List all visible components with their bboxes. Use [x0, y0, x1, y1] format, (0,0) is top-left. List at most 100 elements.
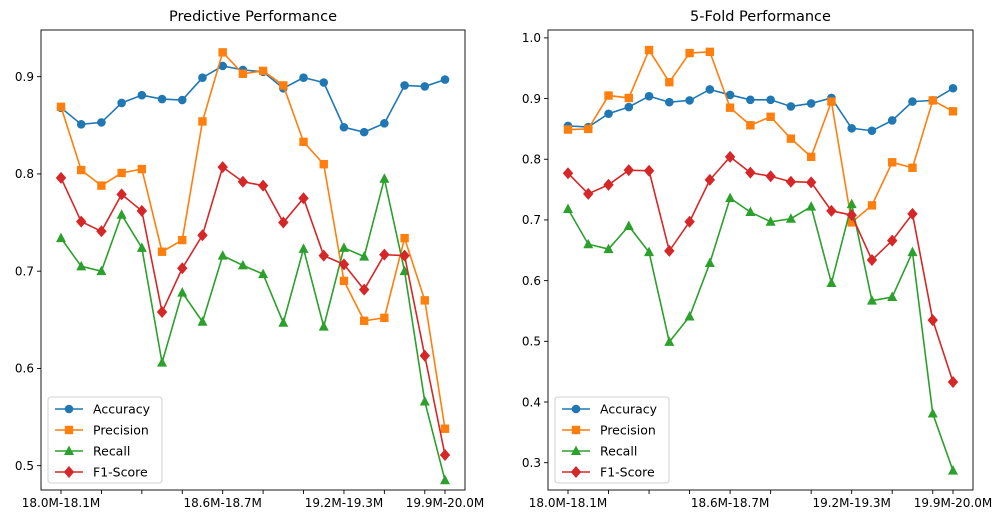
chart2-legend-marker-f1-score — [570, 466, 582, 478]
chart2-legend-label-recall: Recall — [600, 444, 637, 459]
chart2-point-precision-7 — [705, 47, 715, 57]
chart2-point-recall-18 — [927, 408, 938, 418]
chart1-point-precision-13 — [319, 160, 328, 169]
chart1-legend-marker-precision — [64, 425, 74, 435]
chart1-point-recall-5 — [157, 357, 168, 367]
chart1-point-precision-3 — [117, 168, 126, 178]
chart2-point-recall-15 — [866, 295, 877, 305]
chart2-ytick-label-6: 0.9 — [522, 92, 541, 106]
chart2-point-recall-12 — [806, 201, 817, 211]
chart1-point-f1-score-7 — [197, 229, 208, 242]
chart1-line-f1-score — [60, 165, 446, 456]
chart1-ytick-label-2: 0.7 — [15, 264, 34, 278]
chart2-point-accuracy-4 — [644, 91, 654, 101]
chart1-point-precision-8 — [218, 48, 227, 57]
chart2-point-precision-9 — [746, 121, 755, 130]
chart1-point-precision-5 — [157, 247, 167, 256]
chart2-point-precision-13 — [827, 97, 836, 106]
chart1-point-f1-score-1 — [76, 215, 87, 228]
chart2-legend-marker-precision — [571, 425, 581, 435]
chart1-point-accuracy-2 — [97, 118, 106, 127]
chart2-point-f1-score-4 — [643, 164, 655, 177]
chart2-point-accuracy-19 — [948, 83, 958, 93]
chart1-point-f1-score-12 — [298, 192, 309, 205]
chart1-point-recall-17 — [399, 265, 410, 276]
chart1-point-precision-4 — [137, 164, 147, 174]
chart2-point-precision-17 — [908, 163, 917, 172]
chart1-point-f1-score-6 — [177, 262, 188, 275]
chart1-point-precision-1 — [77, 165, 86, 175]
chart1-point-recall-13 — [318, 321, 329, 331]
chart2-point-precision-16 — [888, 158, 897, 167]
chart2-point-accuracy-10 — [766, 95, 775, 105]
chart2-point-f1-score-12 — [805, 176, 817, 189]
chart2-point-accuracy-3 — [624, 102, 634, 112]
chart2-point-recall-4 — [644, 246, 655, 257]
chart2-point-precision-2 — [604, 91, 613, 100]
chart1-point-recall-14 — [338, 242, 349, 252]
chart2-ytick-label-3: 0.6 — [522, 274, 541, 288]
chart1-point-recall-6 — [177, 287, 188, 297]
chart1-line-recall — [60, 178, 446, 481]
chart1-point-f1-score-19 — [439, 448, 451, 461]
chart1-point-recall-8 — [217, 250, 228, 260]
chart1-ytick-label-0: 0.5 — [15, 459, 34, 473]
chart2-point-precision-1 — [584, 124, 593, 134]
chart1-point-f1-score-2 — [96, 225, 107, 238]
chart2-point-f1-score-3 — [623, 164, 634, 177]
chart2-ytick-label-4: 0.7 — [522, 213, 541, 227]
chart2-point-recall-6 — [684, 310, 695, 321]
chart2-point-f1-score-7 — [704, 173, 716, 186]
chart1-point-recall-1 — [76, 260, 87, 271]
chart1-series-f1-score — [55, 161, 451, 461]
chart2-point-recall-17 — [907, 246, 918, 257]
chart2-point-accuracy-5 — [665, 97, 674, 107]
chart1-point-accuracy-6 — [177, 95, 187, 105]
chart2-point-recall-13 — [826, 277, 837, 288]
chart2-point-precision-19 — [948, 107, 958, 116]
chart2-point-recall-0 — [563, 203, 573, 214]
chart2-legend: Accuracy Precision Recall F1-Score — [554, 396, 670, 484]
chart1-point-precision-17 — [400, 233, 409, 243]
chart1-panel: Predictive Performance 0.5 0.6 0.7 0.8 0.9 18.… — [15, 9, 484, 510]
chart2-ytick-label-1: 0.4 — [522, 395, 541, 409]
chart2-title: 5-Fold Performance — [690, 9, 831, 25]
chart2-point-precision-8 — [725, 103, 735, 112]
chart2-ytick-label-0: 0.3 — [522, 456, 541, 470]
chart2-legend-marker-accuracy — [571, 404, 581, 414]
chart1-point-recall-7 — [197, 316, 208, 326]
chart1-legend-marker-f1-score — [63, 466, 75, 478]
chart2-point-recall-19 — [948, 465, 958, 475]
chart1-point-f1-score-11 — [278, 216, 289, 229]
chart1-point-accuracy-12 — [299, 73, 308, 82]
chart1-point-precision-12 — [299, 137, 308, 147]
chart1-point-precision-7 — [198, 117, 207, 126]
chart2-point-f1-score-18 — [927, 314, 938, 327]
chart2-legend-label-precision: Precision — [600, 423, 656, 438]
chart1-point-f1-score-4 — [136, 204, 148, 217]
chart2-series-f1-score — [562, 150, 959, 388]
chart2-point-precision-11 — [786, 134, 796, 143]
chart2-legend-box — [554, 396, 670, 484]
chart2-point-accuracy-8 — [725, 90, 735, 100]
chart2-legend-label-f1-score: F1-Score — [600, 465, 655, 480]
chart2-ytick-label-7: 1.0 — [522, 31, 541, 45]
chart2-point-recall-9 — [745, 206, 756, 217]
chart1-legend-box — [47, 396, 163, 484]
chart2-point-precision-3 — [624, 93, 633, 103]
chart1-point-recall-10 — [258, 268, 269, 279]
chart1-title: Predictive Performance — [169, 9, 337, 25]
chart2-point-recall-3 — [623, 220, 634, 231]
chart2-point-precision-4 — [644, 45, 654, 55]
chart2-point-f1-score-16 — [887, 234, 898, 247]
chart2-xtick-label-10: 19.9M-20.0M — [914, 496, 992, 510]
chart2-point-precision-18 — [928, 96, 937, 105]
chart2-line-precision — [567, 48, 954, 224]
chart2-point-f1-score-5 — [664, 244, 675, 257]
chart1-point-f1-score-18 — [419, 349, 430, 362]
chart2-point-f1-score-1 — [583, 187, 594, 200]
chart1-point-f1-score-17 — [399, 249, 410, 262]
chart2-point-recall-16 — [887, 291, 898, 302]
chart1-point-precision-18 — [420, 296, 429, 305]
